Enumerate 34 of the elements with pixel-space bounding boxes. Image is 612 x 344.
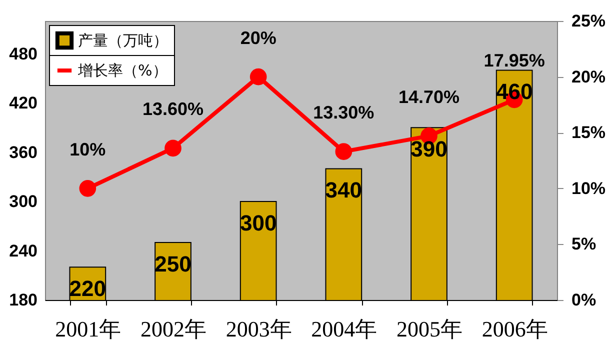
y-tick-label: 240 bbox=[9, 241, 38, 260]
y2-tick-label: 20% bbox=[572, 67, 606, 86]
data-label: 220 bbox=[69, 276, 106, 302]
data-label: 13.60% bbox=[142, 99, 204, 120]
data-label: 14.70% bbox=[398, 86, 460, 107]
data-label: 13.30% bbox=[313, 102, 374, 123]
point bbox=[164, 140, 182, 157]
data-label: 250 bbox=[154, 252, 192, 277]
y2-tick-label: 15% bbox=[572, 123, 606, 142]
y2-tick-label: 25% bbox=[572, 12, 606, 30]
legend-label: 增长率（%） bbox=[77, 62, 168, 80]
y-tick-label: 420 bbox=[9, 94, 38, 113]
y-tick-label: 300 bbox=[9, 192, 38, 212]
y-tick-label: 360 bbox=[9, 142, 38, 162]
x-tick-label: 2003年 bbox=[226, 316, 292, 342]
data-label: 390 bbox=[410, 136, 448, 162]
x-tick-label: 2006年 bbox=[482, 316, 548, 342]
y2-tick-label: 10% bbox=[572, 178, 606, 198]
x-tick-label: 2001年 bbox=[55, 316, 122, 342]
data-label: 340 bbox=[325, 178, 362, 203]
y2-tick-label: 5% bbox=[572, 234, 596, 254]
data-label: 20% bbox=[240, 28, 276, 48]
y-tick-label: 180 bbox=[9, 290, 38, 310]
y2-tick-label: 0% bbox=[572, 290, 596, 310]
point bbox=[79, 180, 96, 197]
legend-label: 产量（万吨） bbox=[78, 32, 168, 50]
point bbox=[250, 68, 267, 86]
data-label: 17.95% bbox=[484, 50, 545, 71]
y-tick-label: 480 bbox=[9, 44, 38, 64]
x-tick-label: 2002年 bbox=[140, 316, 206, 342]
data-label: 10% bbox=[70, 139, 106, 160]
point bbox=[335, 143, 352, 160]
x-tick-label: 2004年 bbox=[311, 316, 378, 342]
x-tick-label: 2005年 bbox=[396, 316, 462, 342]
